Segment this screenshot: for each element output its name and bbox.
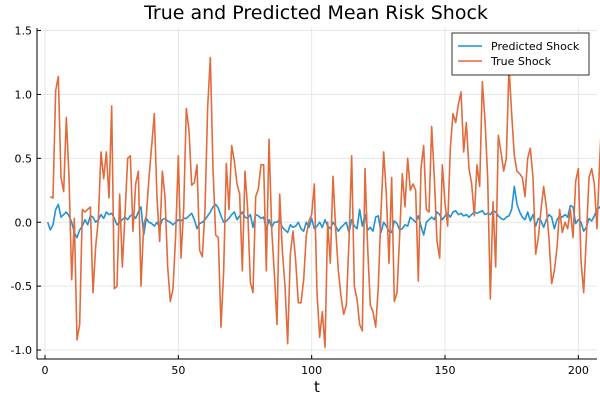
x-tick-label: 150 xyxy=(435,364,456,377)
y-tick-label: -1.0 xyxy=(11,344,32,357)
y-tick-label: 0.0 xyxy=(15,216,33,229)
y-tick-label: -0.5 xyxy=(11,280,32,293)
tick-labels: 0 50 100 150 200 -1.0 -0.5 0.0 0.5 1.0 1.5 xyxy=(11,25,589,377)
series-layer xyxy=(46,56,600,349)
legend-label: Predicted Shock xyxy=(491,40,580,53)
x-tick-label: 0 xyxy=(42,364,49,377)
series-line-true-shock xyxy=(49,56,600,349)
x-tick-label: 100 xyxy=(301,364,322,377)
legend: Predicted Shock True Shock xyxy=(451,32,590,76)
legend-box xyxy=(451,32,590,76)
chart-title: True and Predicted Mean Risk Shock xyxy=(143,2,488,24)
axes xyxy=(36,28,597,360)
y-tick-label: 1.5 xyxy=(15,25,33,38)
series-line-predicted-shock xyxy=(46,185,600,239)
y-tick-label: 1.0 xyxy=(15,88,33,101)
x-tick-label: 50 xyxy=(171,364,185,377)
x-tick-label: 200 xyxy=(568,364,589,377)
y-tick-label: 0.5 xyxy=(15,152,33,165)
legend-label: True Shock xyxy=(490,55,552,68)
x-axis-label: t xyxy=(314,378,320,396)
